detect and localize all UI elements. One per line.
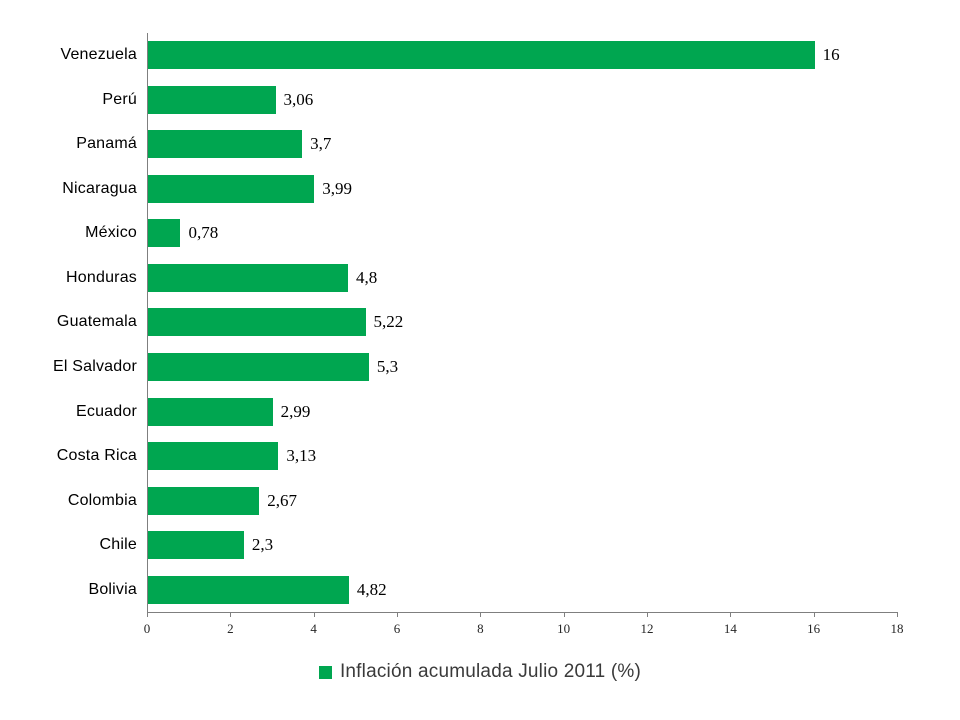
bar-value-label: 2,3 (251, 535, 274, 555)
bar-row: 0,78 (148, 211, 898, 256)
x-axis-tick-mark (730, 613, 732, 617)
bar-value-label: 3,13 (286, 446, 317, 466)
bar-row: 3,99 (148, 167, 898, 212)
x-axis-tick-label: 0 (143, 621, 151, 636)
category-label: Ecuador (76, 402, 137, 420)
bar-value-label: 2,99 (280, 401, 311, 421)
x-axis-tick-label: 2 (227, 621, 234, 636)
category-label: Colombia (67, 491, 137, 509)
bar-value-label: 4,8 (356, 267, 378, 287)
x-axis-tick-mark (813, 613, 815, 617)
category-label: Chile (99, 536, 137, 554)
category-label: Nicaragua (62, 179, 137, 197)
x-axis-tick-mark (147, 613, 148, 617)
bar-value-label: 3,7 (310, 134, 332, 154)
bar (148, 174, 315, 203)
bar (148, 85, 276, 114)
bar (148, 397, 273, 426)
x-axis-tick-label: 16 (807, 621, 821, 636)
bar (148, 219, 181, 248)
legend-swatch-icon (318, 665, 332, 679)
x-axis-tick-mark (313, 613, 315, 617)
category-labels: Venezuela Perú Panamá Nicaragua México Hondur… (0, 33, 137, 612)
x-axis: 0 2 4 6 8 10 12 14 16 18 (143, 613, 904, 643)
x-axis-tick-label: 14 (723, 621, 737, 636)
x-axis-tick-mark (230, 613, 232, 617)
bar-value-label: 16 (822, 45, 840, 65)
bar-row: 4,8 (148, 256, 898, 301)
bar-value-label: 4,82 (356, 579, 387, 599)
bar (148, 130, 303, 159)
bar-value-label: 3,06 (283, 89, 314, 109)
bar-row: 3,13 (148, 434, 898, 479)
category-label: Honduras (66, 268, 137, 286)
category-label: Bolivia (88, 580, 137, 598)
bar-row: 3,06 (148, 78, 898, 123)
bar-row: 16 (148, 33, 898, 78)
x-axis-tick-mark (480, 613, 482, 617)
bar-row: 2,67 (148, 478, 898, 523)
x-axis-tick-label: 12 (640, 621, 654, 636)
bar (148, 486, 260, 515)
x-axis-tick-label: 6 (393, 621, 401, 636)
bar-row: 2,3 (148, 523, 898, 568)
bar (148, 263, 348, 292)
bar (148, 41, 815, 70)
bar-row: 2,99 (148, 389, 898, 434)
category-label: Panamá (76, 135, 137, 153)
bar-row: 4,82 (148, 567, 898, 612)
bar (148, 353, 369, 382)
x-axis-tick-mark (396, 613, 398, 617)
category-label: Guatemala (56, 313, 137, 331)
bar (148, 575, 349, 604)
x-axis-tick-mark (897, 613, 898, 617)
category-label: Perú (102, 90, 137, 108)
bar-value-label: 3,99 (322, 178, 352, 198)
bar (148, 442, 279, 471)
x-axis-tick-label: 10 (557, 621, 571, 636)
bar-row: 5,22 (148, 300, 898, 345)
bar-value-label: 5,22 (373, 312, 404, 332)
x-axis-tick-mark (563, 613, 565, 617)
category-label: Costa Rica (56, 447, 137, 465)
bar-row: 5,3 (148, 345, 898, 390)
bar-value-label: 0,78 (188, 223, 219, 243)
category-label: El Salvador (52, 358, 137, 376)
x-axis-tick-mark (647, 613, 648, 617)
legend-label: Inflación acumulada Julio 2011 (%) (339, 661, 642, 682)
category-label: México (85, 224, 137, 242)
bar-value-label: 2,67 (267, 490, 297, 510)
category-label: Venezuela (60, 46, 137, 64)
bar-row: 3,7 (148, 122, 898, 167)
bar-value-label: 5,3 (376, 357, 399, 377)
legend: Inflación acumulada Julio 2011 (%) (0, 656, 960, 688)
bar (148, 531, 244, 560)
x-axis-tick-label: 4 (310, 621, 317, 636)
plot-area: 16 3,06 3,7 3,99 0,78 4,8 5,22 5,3 2,99 3,13 2,67 2… (147, 33, 898, 613)
x-axis-tick-label: 8 (477, 621, 484, 636)
x-axis-tick-label: 18 (890, 621, 904, 636)
bar (148, 308, 366, 337)
